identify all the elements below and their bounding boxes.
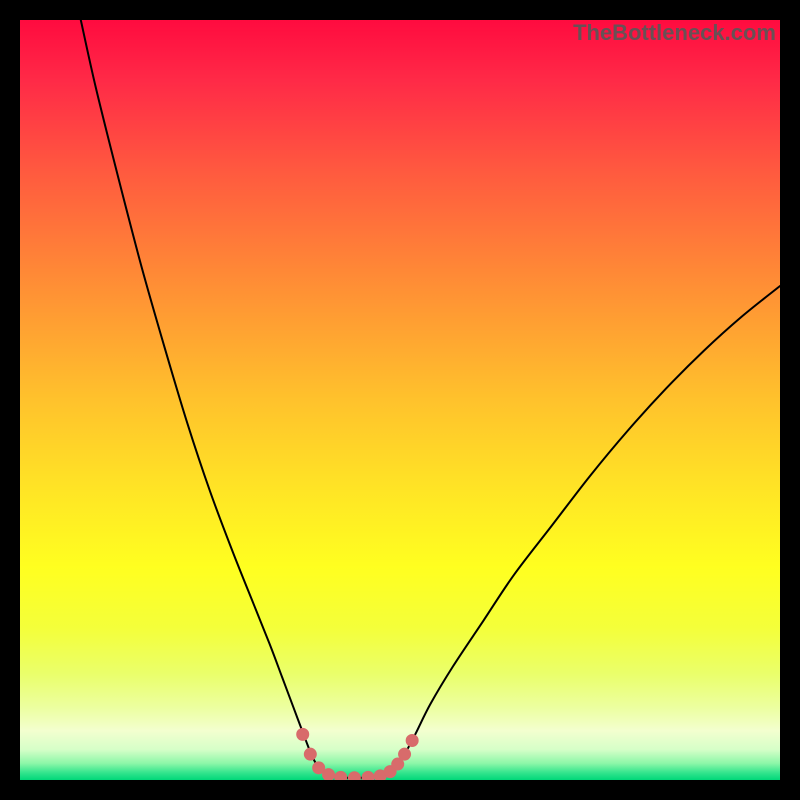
trough-marker — [304, 748, 316, 760]
plot-svg — [20, 20, 780, 780]
trough-marker — [323, 769, 335, 780]
trough-marker — [348, 772, 360, 780]
plot-area: TheBottleneck.com — [20, 20, 780, 780]
trough-marker — [406, 734, 418, 746]
trough-marker — [297, 728, 309, 740]
gradient-background — [20, 20, 780, 780]
chart-frame: TheBottleneck.com — [0, 0, 800, 800]
trough-marker — [362, 771, 374, 780]
trough-marker — [399, 748, 411, 760]
trough-marker — [335, 771, 347, 780]
